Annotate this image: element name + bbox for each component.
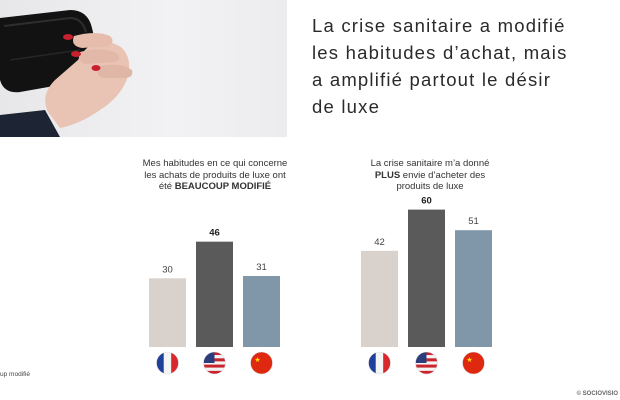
bar-value-label: 30 xyxy=(162,264,173,275)
bar-1-2 xyxy=(196,241,233,347)
chart-1-title-line: les achats de produits de luxe ont xyxy=(144,169,286,181)
headline-line: de luxe xyxy=(312,96,381,117)
wallet-hand-image xyxy=(0,10,133,137)
chart-2-title-line: produits de luxe xyxy=(396,181,464,192)
usa-flag-icon xyxy=(415,351,438,375)
headline-line: La crise sanitaire a modifié xyxy=(312,15,566,36)
bar-value-label: 51 xyxy=(468,216,479,227)
chart-1-title-prefix: été xyxy=(158,181,175,192)
chart-1-title-line: été BEAUCOUP MODIFIÉ xyxy=(118,181,312,193)
bar-value-label: 31 xyxy=(256,262,267,273)
svg-text:★: ★ xyxy=(466,356,472,364)
chart-2-title-line: La crise sanitaire m’a donné xyxy=(370,158,490,169)
bar-1-3 xyxy=(243,276,280,347)
bar-1-1 xyxy=(149,278,186,347)
hero-photo xyxy=(0,0,287,137)
chart-2-title-bold: PLUS xyxy=(374,169,401,181)
chart-2-title-rest: envie d’acheter des xyxy=(400,169,486,181)
chart-1-title: Mes habitudes en ce qui concerne les ach… xyxy=(118,158,312,193)
usa-flag-icon xyxy=(203,351,226,375)
bar-2-1 xyxy=(361,250,398,347)
france-flag-icon xyxy=(368,351,391,375)
chart-2-title-line: PLUS envie d’acheter des xyxy=(345,170,515,182)
svg-text:★: ★ xyxy=(254,356,260,364)
bar-value-label: 42 xyxy=(374,237,385,248)
chart-2-title: La crise sanitaire m’a donné PLUS envie … xyxy=(345,158,515,193)
chart-1-title-line: Mes habitudes en ce qui concerne xyxy=(142,158,288,169)
copyright: © SOCIOVISIO xyxy=(576,391,618,397)
china-flag-icon: ★ xyxy=(250,351,273,375)
headline-line: les habitudes d’achat, mais xyxy=(312,42,568,63)
bar-2-3 xyxy=(455,230,492,347)
china-flag-icon: ★ xyxy=(462,351,485,375)
bar-value-label: 46 xyxy=(209,228,220,239)
legend-note: up modifié xyxy=(0,371,30,378)
bar-2-2 xyxy=(408,209,445,347)
france-flag-icon xyxy=(156,351,179,375)
headline-line: a amplifié partout le désir xyxy=(312,69,552,90)
bar-value-label: 60 xyxy=(421,196,432,207)
headline: La crise sanitaire a modifié les habitud… xyxy=(312,12,612,120)
chart-1-title-bold: BEAUCOUP MODIFIÉ xyxy=(174,181,272,192)
